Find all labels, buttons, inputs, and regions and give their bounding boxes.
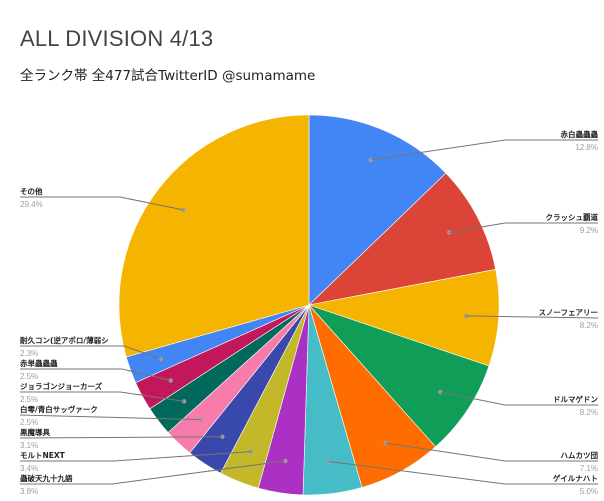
slice-percentage: 29.4%: [20, 200, 43, 209]
leader-line: [328, 461, 598, 485]
slice-label: ハムカツ団: [561, 451, 599, 460]
leader-line: [440, 391, 598, 406]
slice-label: 蟲破天九十九語: [20, 473, 73, 483]
slice-label: ジョラゴンジョーカーズ: [20, 381, 103, 391]
slice-label: ゲイルナハト: [553, 473, 598, 483]
slice-percentage: 5.0%: [580, 487, 598, 496]
pie-slices: [118, 114, 500, 496]
slice-percentage: 2.3%: [20, 349, 38, 358]
leader-dot: [283, 458, 288, 464]
slice-label: 赤白蟲蟲蟲: [561, 129, 599, 139]
slice-percentage: 8.2%: [580, 408, 598, 417]
slice-label: その他: [20, 186, 43, 196]
pie-slice[interactable]: [308, 172, 496, 306]
slice-percentage: 2.5%: [20, 372, 38, 381]
leader-dot: [383, 440, 388, 446]
leader-line: [19, 436, 223, 439]
slice-label: 耐久コン(逆アポロ/薄弱シ: [20, 335, 109, 345]
slice-label: 白零/青白サッヴァーク: [20, 404, 98, 414]
leader-line: [370, 139, 598, 161]
chart-subtitle: 全ランク帯 全477試合TwitterID @sumamame: [20, 68, 316, 84]
leader-line: [449, 222, 598, 233]
slice-percentage: 7.1%: [580, 464, 598, 473]
slice-percentage: 2.5%: [20, 395, 38, 404]
slice-label: モルトNEXT: [20, 451, 66, 460]
leader-line: [20, 368, 171, 381]
leader-line: [385, 442, 598, 462]
pie-slice[interactable]: [308, 114, 447, 306]
leader-line: [20, 345, 161, 360]
leader-line: [466, 315, 599, 319]
leader-line: [20, 451, 251, 462]
leader-line: [20, 391, 185, 402]
slice-percentage: 3.1%: [20, 441, 38, 450]
slice-label: スノーフェアリー: [538, 308, 598, 317]
chart-title: ALL DIVISION 4/13: [20, 26, 214, 51]
leader-dot: [446, 230, 452, 235]
pie-slice[interactable]: [118, 114, 310, 358]
pie-slice[interactable]: [307, 269, 500, 367]
slice-percentage: 2.5%: [20, 418, 38, 427]
slice-label: ドルマゲドン: [553, 394, 598, 404]
slice-label: クラッシュ覇道: [546, 212, 599, 222]
pie-slice[interactable]: [308, 304, 490, 448]
slice-label: 赤単蟲蟲蟲: [20, 358, 58, 368]
leader-line: [20, 196, 184, 211]
leader-dot: [464, 313, 469, 319]
slice-percentage: 3.8%: [20, 487, 38, 496]
leader-lines: [19, 139, 599, 485]
slice-percentage: 3.4%: [20, 464, 38, 473]
slice-label: 黒魔導具: [20, 427, 50, 437]
leader-dot: [248, 449, 254, 454]
slice-percentage: 8.2%: [580, 321, 598, 330]
leader-line: [19, 414, 201, 421]
leader-line: [20, 460, 286, 485]
slice-labels: 赤白蟲蟲蟲 12.8% クラッシュ覇道 9.2% スノーフェアリー 8.2% ドルマゲドン 8…: [20, 129, 598, 496]
slice-percentage: 12.8%: [575, 143, 598, 152]
slice-percentage: 9.2%: [580, 226, 598, 235]
